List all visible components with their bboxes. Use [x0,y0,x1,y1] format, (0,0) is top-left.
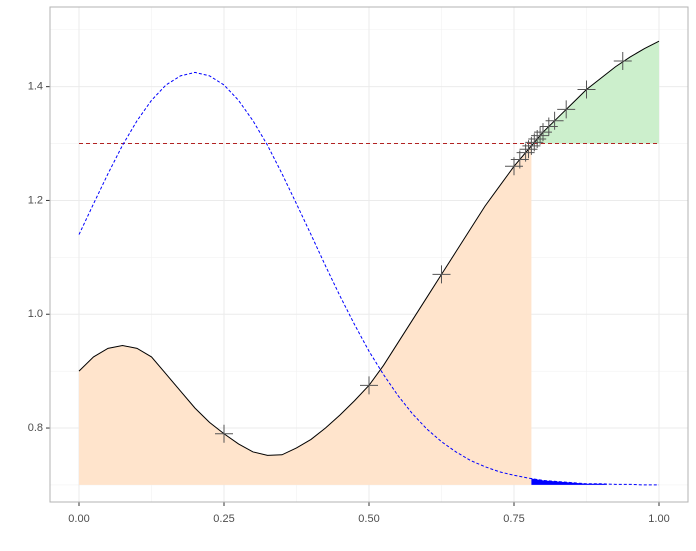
marker [531,126,550,145]
x-tick-label: 0.00 [68,513,89,525]
marker [557,100,576,119]
marker [577,80,596,99]
x-tick-label: 0.50 [358,513,379,525]
area-tail [531,478,607,485]
series-line [78,71,659,486]
y-tick-label: 1.4 [28,81,43,93]
marker [215,424,233,443]
area-below [79,145,532,485]
marker [432,265,451,284]
marker [360,376,378,395]
y-tick-label: 1.0 [28,308,43,320]
area-above [533,41,659,144]
x-tick-label: 1.00 [648,513,669,525]
y-tick-label: 1.2 [28,194,43,206]
marker [613,52,632,71]
y-tick-label: 0.8 [28,422,43,434]
x-tick-label: 0.25 [213,513,234,525]
panel-border [49,6,689,503]
marker [545,111,564,130]
x-tick-label: 0.75 [503,513,524,525]
